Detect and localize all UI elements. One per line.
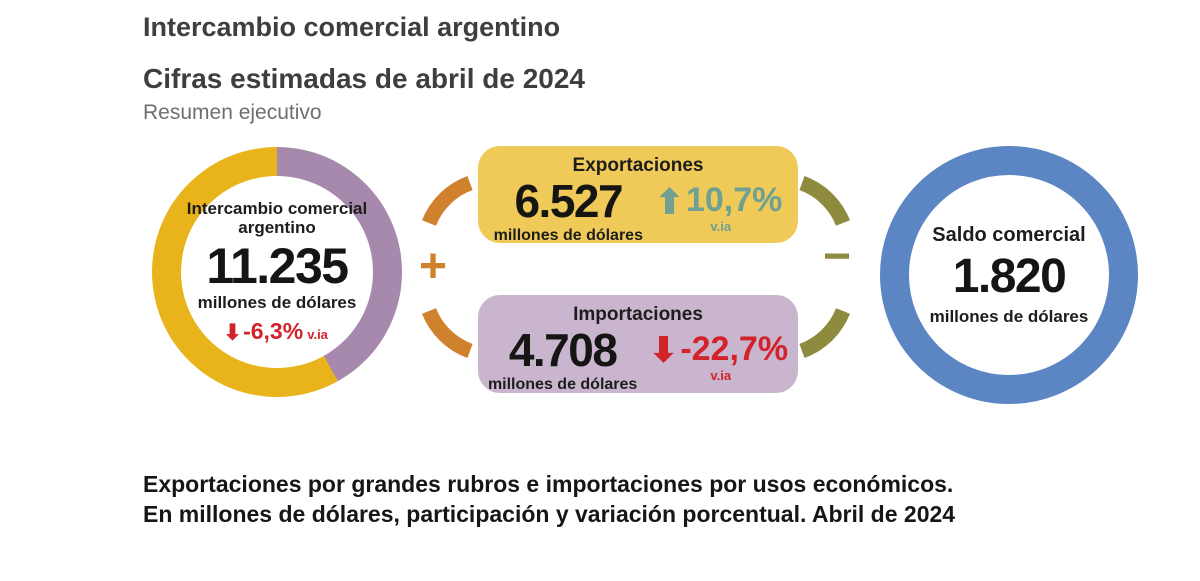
saldo-value: 1.820 <box>952 249 1067 303</box>
imports-change-suffix: v.ia <box>710 368 732 383</box>
exports-value-column: 6.527 millones de dólares <box>494 178 643 245</box>
right-bracket-upper-arc-icon <box>799 175 850 227</box>
exports-box-row: 6.527 millones de dólares 10,7% v.ia <box>478 178 798 245</box>
trade-donut-center: Intercambio comercial argentino 11.235 m… <box>182 177 372 367</box>
donut-change-suffix: v.ia <box>307 327 328 343</box>
imports-value: 4.708 <box>508 324 618 376</box>
exports-value: 6.527 <box>514 175 623 227</box>
imports-box: Importaciones 4.708 millones de dólares … <box>478 295 798 393</box>
page-subtitle: Cifras estimadas de abril de 2024 <box>143 63 585 94</box>
right-bracket-lower-arc-icon <box>799 307 850 359</box>
exports-change-value: 10,7% <box>685 181 783 219</box>
plus-operator: + <box>418 240 448 293</box>
imports-box-row: 4.708 millones de dólares -22,7% v.ia <box>478 327 798 394</box>
imports-unit: millones de dólares <box>487 376 638 393</box>
donut-total-value: 11.235 <box>206 238 349 295</box>
footer-line1: Exportaciones por grandes rubros e impor… <box>143 471 954 497</box>
footer-line2: En millones de dólares, participación y … <box>143 501 956 528</box>
imports-box-title: Importaciones <box>573 304 703 325</box>
footer-note: Exportaciones por grandes rubros e impor… <box>143 469 955 530</box>
minus-operator: − <box>822 230 852 283</box>
saldo-title: Saldo comercial <box>932 223 1086 246</box>
imports-change-column: -22,7% v.ia <box>653 327 788 383</box>
donut-label-line2: argentino <box>238 218 316 237</box>
left-bracket-upper-arc-icon <box>422 175 473 227</box>
arrow-down-icon <box>226 322 240 341</box>
imports-value-column: 4.708 millones de dólares <box>488 327 637 394</box>
page-title: Intercambio comercial argentino <box>143 12 561 42</box>
saldo-ring: Saldo comercial 1.820 millones de dólare… <box>880 146 1138 404</box>
exports-change-suffix: v.ia <box>710 219 732 234</box>
arrow-up-icon <box>659 186 680 214</box>
page-caption: Resumen ejecutivo <box>143 101 322 124</box>
imports-change-value: -22,7% <box>680 330 789 368</box>
exports-box-title: Exportaciones <box>572 155 704 176</box>
left-bracket-lower-arc-icon <box>422 307 473 359</box>
imports-change: -22,7% <box>653 327 788 366</box>
exports-box: Exportaciones 6.527 millones de dólares … <box>478 146 798 245</box>
trade-donut-chart: Intercambio comercial argentino 11.235 m… <box>152 147 402 397</box>
donut-change-value: -6,3% <box>243 318 304 345</box>
exports-change-column: 10,7% v.ia <box>659 178 782 234</box>
arrow-down-icon <box>653 335 674 363</box>
saldo-unit: millones de dólares <box>929 306 1089 326</box>
donut-change: -6,3% v.ia <box>226 318 328 345</box>
exports-change: 10,7% <box>659 178 782 217</box>
donut-label-line1: Intercambio comercial <box>186 198 368 218</box>
donut-unit: millones de dólares <box>197 293 357 313</box>
trade-donut-ring <box>152 147 402 397</box>
exports-unit: millones de dólares <box>493 227 643 244</box>
